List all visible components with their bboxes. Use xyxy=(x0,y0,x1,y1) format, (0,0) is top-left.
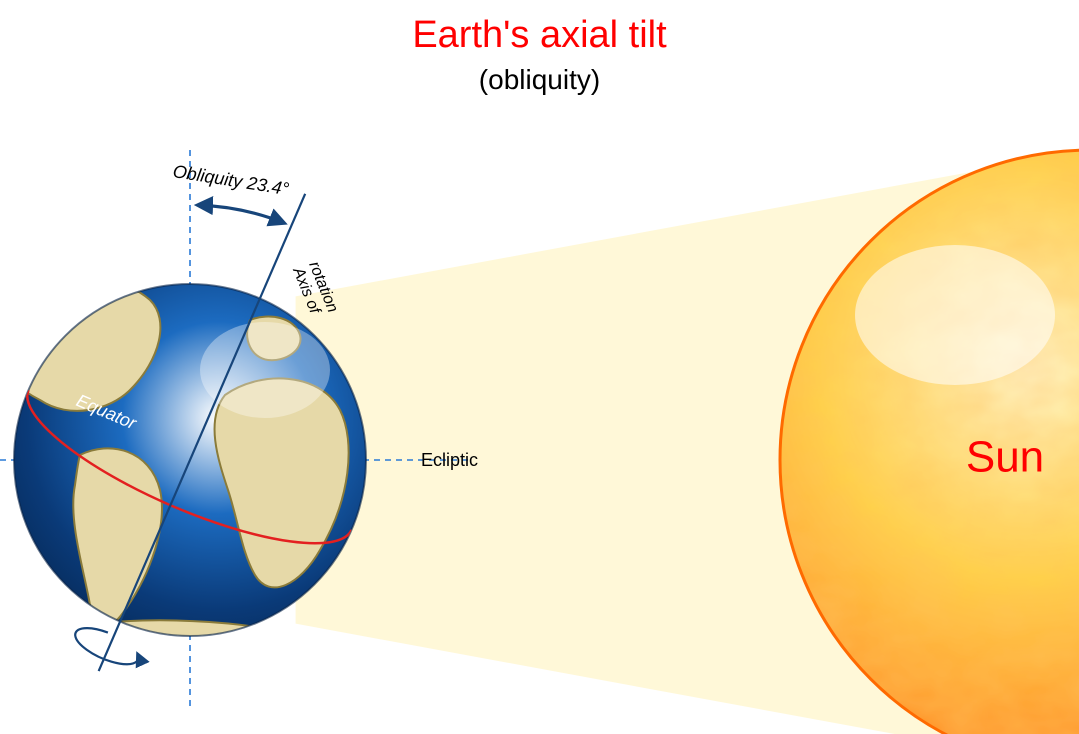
title-sub: (obliquity) xyxy=(0,64,1079,96)
title-sub-text: (obliquity) xyxy=(479,64,600,95)
title-main: Earth's axial tilt xyxy=(0,14,1079,57)
diagram-stage: Earth's axial tilt (obliquity) xyxy=(0,0,1079,734)
ecliptic-label: Ecliptic xyxy=(421,450,478,470)
obliquity-angle-arc xyxy=(198,205,285,223)
obliquity-label: Obliquity 23.4° xyxy=(171,161,290,199)
earth-highlight xyxy=(200,322,330,418)
rotation-arrow-icon xyxy=(70,621,143,672)
sun-highlight xyxy=(855,245,1055,385)
scene-svg: Equator Axis of rotation Obliquity 23.4°… xyxy=(0,0,1079,734)
sun-label: Sun xyxy=(966,433,1044,482)
title-main-text: Earth's axial tilt xyxy=(412,14,666,56)
